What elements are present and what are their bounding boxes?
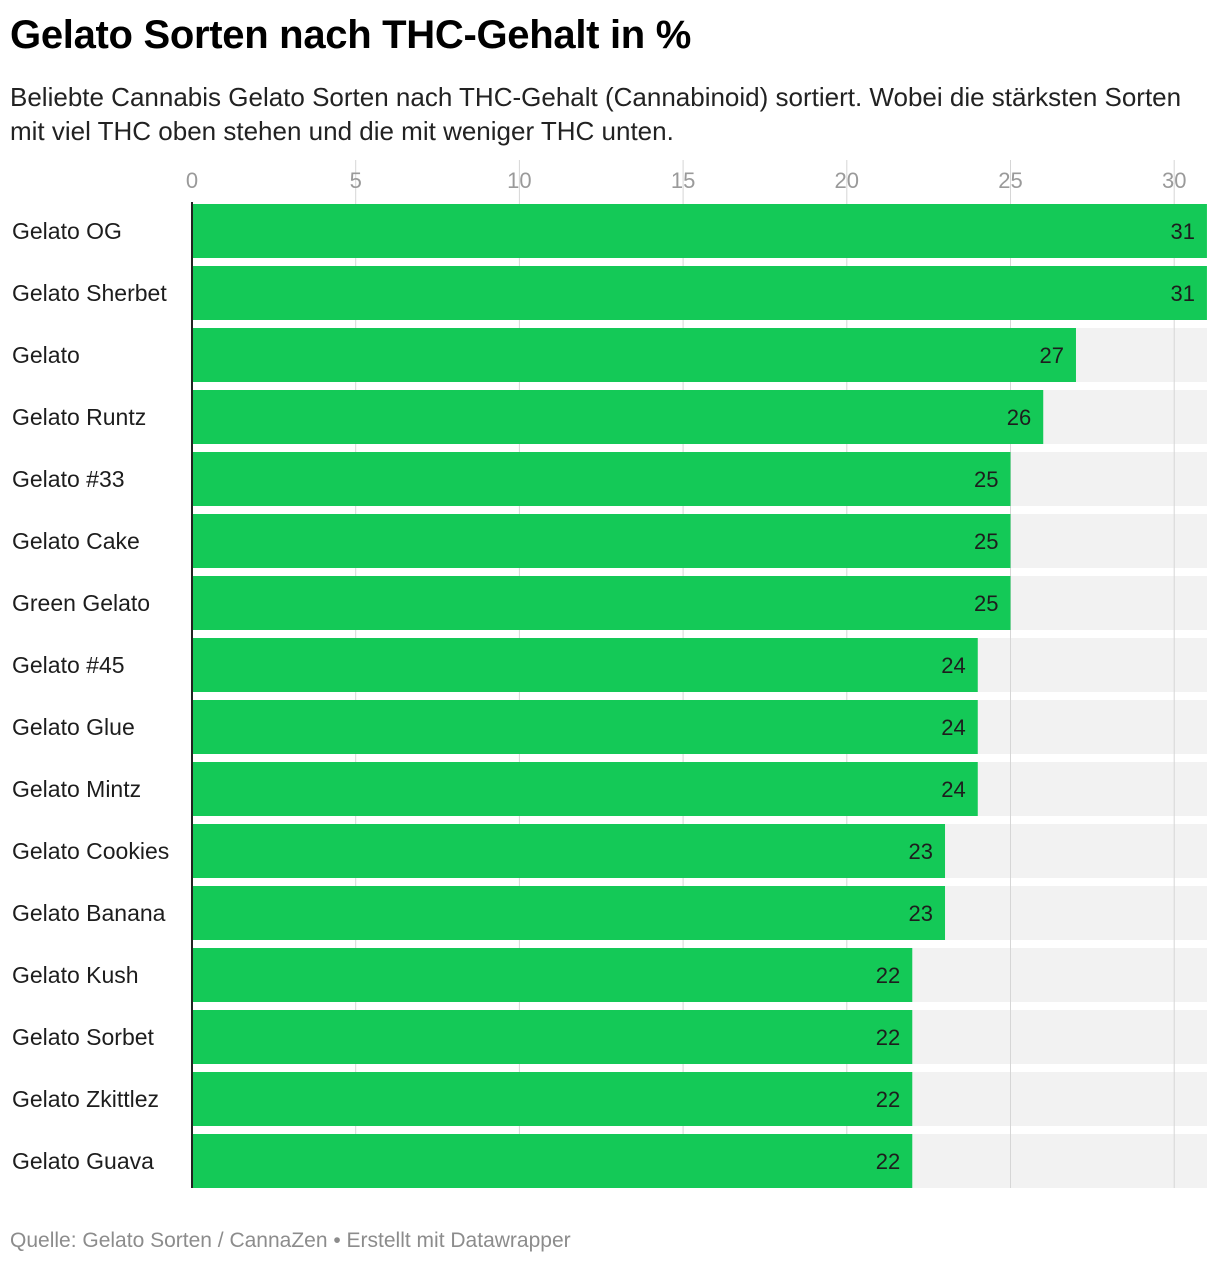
data-label: 31 <box>1170 219 1194 244</box>
bar <box>192 948 913 1002</box>
bars <box>192 204 1207 1188</box>
bar <box>192 266 1207 320</box>
data-label: 22 <box>876 1149 900 1174</box>
x-tick-label: 25 <box>998 168 1022 193</box>
data-label: 25 <box>974 467 998 492</box>
data-label: 31 <box>1170 281 1194 306</box>
data-label: 26 <box>1007 405 1031 430</box>
bar <box>192 390 1044 444</box>
category-label: Gelato Cookies <box>12 838 169 864</box>
bar <box>192 886 946 940</box>
bar <box>192 824 946 878</box>
source-footer: Quelle: Gelato Sorten / CannaZen • Erste… <box>10 1229 571 1252</box>
category-label: Gelato Guava <box>12 1148 154 1174</box>
chart-subtitle: Beliebte Cannabis Gelato Sorten nach THC… <box>10 82 1182 146</box>
x-tick-label: 0 <box>186 168 198 193</box>
category-label: Gelato Kush <box>12 962 139 988</box>
category-label: Gelato Banana <box>12 900 166 926</box>
category-label: Gelato Zkittlez <box>12 1086 159 1112</box>
data-label: 23 <box>909 901 933 926</box>
bar <box>192 1010 913 1064</box>
x-tick-label: 20 <box>835 168 859 193</box>
bar <box>192 762 978 816</box>
category-label: Gelato #45 <box>12 652 125 678</box>
data-label: 24 <box>941 777 965 802</box>
bar <box>192 1134 913 1188</box>
category-label: Gelato Sherbet <box>12 280 167 306</box>
category-label: Gelato Cake <box>12 528 140 554</box>
data-label: 27 <box>1039 343 1063 368</box>
bar <box>192 328 1076 382</box>
data-label: 22 <box>876 1087 900 1112</box>
data-label: 23 <box>909 839 933 864</box>
category-label: Gelato Runtz <box>12 404 146 430</box>
x-tick-label: 30 <box>1162 168 1186 193</box>
labels: 0 5 10 15 20 25 30 Gelato OG 31 Gelato Sherbet 31 G… <box>12 168 1195 1174</box>
category-label: Gelato Mintz <box>12 776 141 802</box>
category-label: Gelato Sorbet <box>12 1024 155 1050</box>
bar <box>192 1072 913 1126</box>
data-label: 24 <box>941 653 965 678</box>
bar <box>192 700 978 754</box>
data-label: 22 <box>876 1025 900 1050</box>
category-label: Gelato OG <box>12 218 122 244</box>
data-label: 22 <box>876 963 900 988</box>
category-label: Gelato #33 <box>12 466 125 492</box>
bar <box>192 514 1011 568</box>
data-label: 25 <box>974 529 998 554</box>
bar <box>192 638 978 692</box>
category-label: Gelato <box>12 342 80 368</box>
category-label: Gelato Glue <box>12 714 135 740</box>
bar <box>192 452 1011 506</box>
bar <box>192 204 1207 258</box>
x-tick-label: 15 <box>671 168 695 193</box>
chart-title: Gelato Sorten nach THC-Gehalt in % <box>10 13 691 57</box>
data-label: 24 <box>941 715 965 740</box>
bar-chart: 0 5 10 15 20 25 30 Gelato OG 31 Gelato Sherbet 31 G… <box>12 160 1207 1188</box>
data-label: 25 <box>974 591 998 616</box>
category-label: Green Gelato <box>12 590 150 616</box>
x-tick-label: 10 <box>507 168 531 193</box>
bar <box>192 576 1011 630</box>
x-tick-label: 5 <box>350 168 362 193</box>
